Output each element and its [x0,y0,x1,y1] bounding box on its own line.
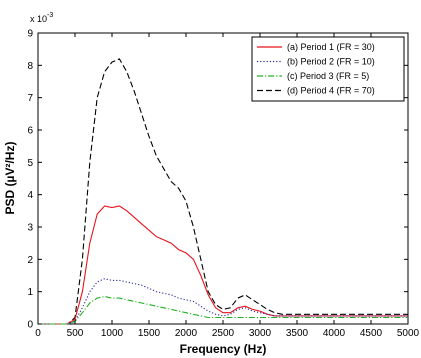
y-tick-label: 2 [27,255,33,266]
y-tick-label: 0 [27,320,33,331]
x-tick-label: 4500 [360,328,383,339]
y-tick-label: 5 [27,158,33,169]
legend-entry: (a) Period 1 (FR = 30) [287,42,375,52]
series-line-3 [38,295,408,325]
y-tick-label: 7 [27,93,33,104]
y-tick-label: 8 [27,61,33,72]
y-axis-multiplier-exponent: -3 [47,12,53,19]
y-tick-label: 1 [27,287,33,298]
legend-entry: (b) Period 2 (FR = 10) [287,57,375,67]
series-line-4 [38,58,408,325]
x-tick-label: 2000 [175,328,198,339]
data-layer [38,58,408,325]
y-tick-label: 9 [27,29,33,40]
x-axis-label: Frequency (Hz) [180,342,267,356]
legend: (a) Period 1 (FR = 30) (b) Period 2 (FR =… [251,36,405,102]
x-tick-label: 1500 [138,328,161,339]
x-tick-label: 2500 [212,328,235,339]
y-tick-label: 3 [27,223,33,234]
y-axis-multiplier: x 10-3 [30,12,53,24]
legend-entry: (c) Period 3 (FR = 5) [287,71,369,81]
x-tick-label: 500 [67,328,84,339]
series-line-2 [38,278,408,325]
x-tick-label: 0 [35,328,41,339]
legend-entry: (d) Period 4 (FR = 70) [287,86,375,96]
y-tick-label: 6 [27,126,33,137]
axes-layer: 0 500 1000 1500 2000 2500 3000 3500 4000 4500 5000… [27,29,419,340]
x-tick-label: 3000 [249,328,272,339]
y-axis-label: PSD (µV²/Hz) [3,142,17,215]
x-tick-label: 1000 [101,328,124,339]
x-tick-label: 5000 [397,328,420,339]
x-tick-label: 4000 [323,328,346,339]
y-tick-label: 4 [27,190,33,201]
y-axis-multiplier-base: x 10 [30,14,47,24]
x-tick-label: 3500 [286,328,309,339]
